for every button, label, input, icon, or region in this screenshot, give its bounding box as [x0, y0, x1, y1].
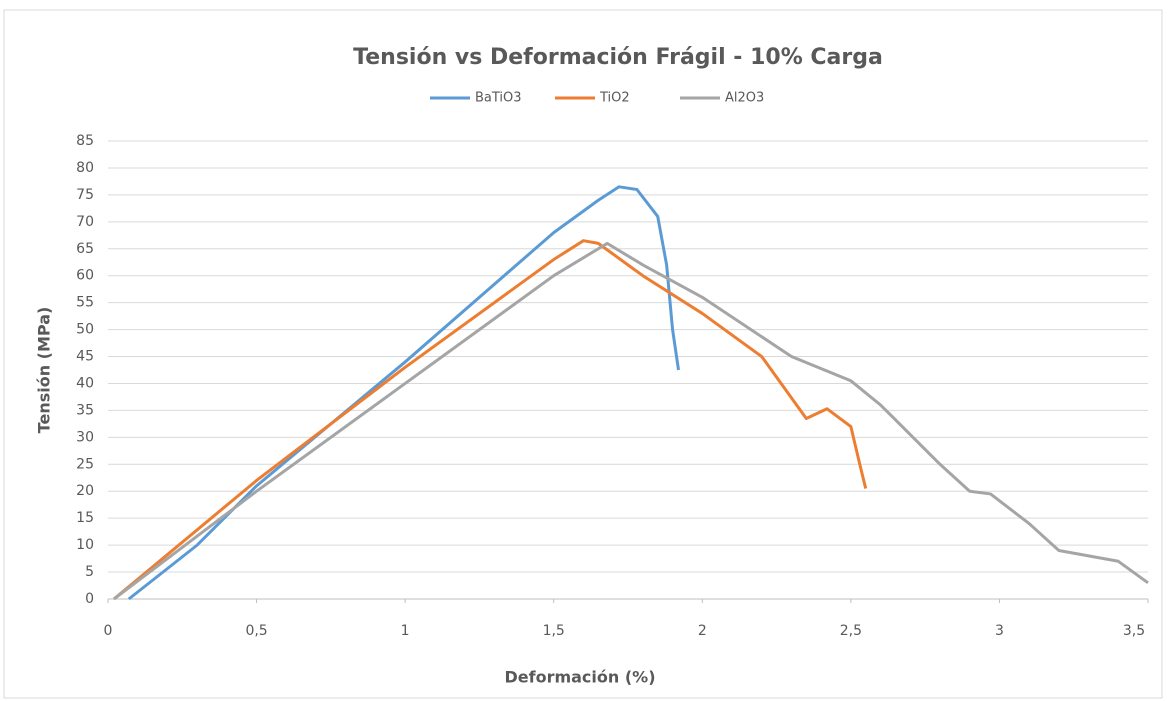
x-tick-label: 0,5	[245, 623, 267, 639]
y-tick-label: 55	[76, 295, 94, 311]
y-tick-label: 80	[76, 160, 94, 176]
x-tick-label: 2,5	[840, 623, 862, 639]
x-axis-title: Deformación (%)	[504, 668, 655, 687]
series-line	[127, 185, 680, 601]
x-tick-label: 3	[995, 623, 1004, 639]
y-tick-label: 35	[76, 402, 94, 418]
y-axis-title: Tensión (MPa)	[35, 307, 54, 434]
legend-label: BaTiO3	[475, 91, 522, 106]
y-tick-label: 30	[76, 429, 94, 445]
legend-label: Al2O3	[725, 91, 764, 106]
y-tick-label: 20	[76, 483, 94, 499]
y-tick-label: 40	[76, 375, 94, 391]
chart-frame	[3, 9, 1163, 699]
y-tick-label: 60	[76, 268, 94, 284]
series-line	[112, 239, 868, 601]
x-tick-label: 3,5	[1123, 623, 1145, 639]
y-tick-label: 85	[76, 133, 94, 149]
y-tick-label: 65	[76, 241, 94, 257]
y-tick-label: 75	[76, 187, 94, 203]
series-line	[113, 241, 1149, 601]
y-tick-label: 5	[85, 564, 94, 580]
x-tick-label: 1	[401, 623, 410, 639]
y-tick-label: 25	[76, 456, 94, 472]
x-tick-label: 1,5	[543, 623, 565, 639]
chart-title: Tensión vs Deformación Frágil - 10% Carg…	[353, 45, 883, 70]
y-tick-label: 10	[76, 537, 94, 553]
x-tick-label: 2	[698, 623, 707, 639]
y-tick-label: 45	[76, 349, 94, 365]
y-tick-label: 0	[85, 591, 94, 607]
y-tick-label: 70	[76, 214, 94, 230]
y-tick-label: 15	[76, 510, 94, 526]
legend-label: TiO2	[599, 91, 630, 106]
x-tick-label: 0	[104, 623, 113, 639]
y-tick-label: 50	[76, 322, 94, 338]
